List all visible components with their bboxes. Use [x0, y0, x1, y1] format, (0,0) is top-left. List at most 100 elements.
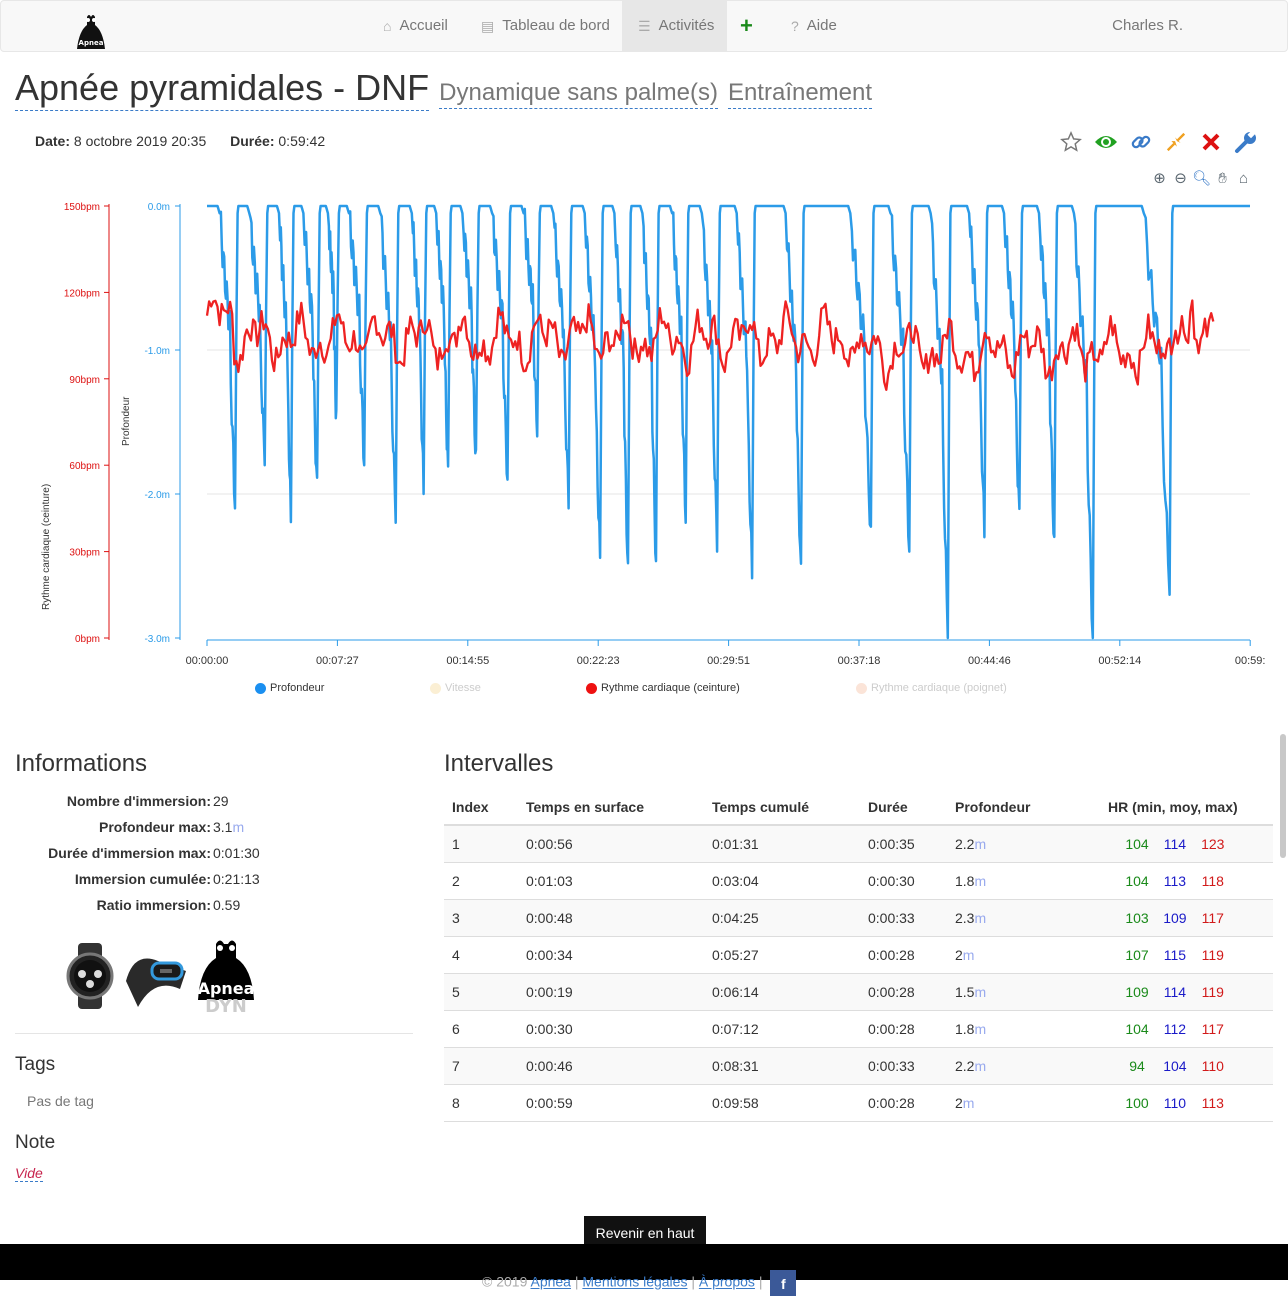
col-hr[interactable]: HR (min, moy, max) [1100, 789, 1273, 826]
col-index[interactable]: Index [444, 789, 518, 826]
interval-hr: 107 115 119 [1100, 935, 1273, 973]
col-duration[interactable]: Durée [860, 789, 947, 826]
scrollbar-thumb[interactable] [1280, 734, 1286, 858]
info-row-immersions: Nombre d'immersion: 29 [15, 789, 275, 815]
svg-text:Apnea: Apnea [198, 979, 255, 998]
col-surface[interactable]: Temps en surface [518, 789, 704, 826]
link-icon[interactable] [1129, 128, 1153, 156]
apnea-dyn-icon: Apnea DYN [198, 940, 255, 1014]
hr-tick-label: 30bpm [69, 548, 100, 559]
footer-link-legal[interactable]: Mentions légales [582, 1273, 688, 1290]
info-label: Profondeur max: [98, 819, 211, 835]
interval-cumul: 0:01:31 [704, 824, 860, 862]
interval-surface: 0:01:03 [518, 861, 704, 899]
reset-zoom-icon[interactable]: ⌂ [1238, 169, 1249, 187]
nav-activities-label: Activités [658, 17, 715, 34]
delete-icon[interactable] [1199, 128, 1223, 156]
interval-cumul: 0:08:31 [704, 1046, 860, 1084]
info-label: Durée d'immersion max: [48, 845, 211, 861]
star-icon[interactable] [1059, 128, 1083, 156]
note-title: Note [15, 1132, 56, 1153]
nav-add-activity[interactable]: + [740, 1, 753, 51]
activity-discipline[interactable]: Dynamique sans palme(s) [439, 78, 718, 109]
nav-dashboard[interactable]: ▤ Tableau de bord [481, 1, 610, 51]
apnea-logo[interactable]: Apnea [73, 13, 109, 51]
zoom-in-icon[interactable]: ⊕ [1153, 170, 1166, 187]
facebook-icon[interactable]: f [770, 1270, 797, 1296]
intervals-body: 1 0:00:56 0:01:31 0:00:35 2.2m 104 114 123 2 0:… [444, 824, 1273, 1122]
hr-min: 107 [1125, 946, 1149, 963]
legend-item-profondeur[interactable]: Profondeur [255, 682, 324, 694]
info-value: 0:01:30 [213, 845, 260, 861]
watch-icon [66, 943, 114, 1009]
hr-moy: 109 [1163, 909, 1187, 926]
hr-min: 103 [1125, 909, 1149, 926]
depth-ticks: 0.0m -1.0m -2.0m -3.0m [144, 202, 180, 645]
activity-title[interactable]: Apnée pyramidales - DNF [15, 66, 430, 111]
footer-link-about[interactable]: À propos [698, 1273, 755, 1290]
legend-item-vitesse[interactable]: Vitesse [430, 682, 481, 694]
depth-axis-label: Profondeur [121, 396, 132, 446]
intervals-header-row: Index Temps en surface Temps cumulé Duré… [444, 789, 1273, 826]
hr-moy: 110 [1163, 1094, 1187, 1111]
info-row-cumulative: Immersion cumulée: 0:21:13 [15, 867, 275, 893]
interval-depth: 2m [947, 935, 1100, 973]
info-row-ratio: Ratio immersion: 0.59 [15, 893, 275, 919]
informations-title: Informations [15, 750, 148, 777]
divider [15, 1033, 413, 1034]
zoom-select-icon[interactable]: 🔍︎ [1191, 170, 1212, 187]
depth-unit: m [974, 835, 987, 852]
note-value[interactable]: Vide [15, 1165, 43, 1182]
depth-unit: m [974, 1020, 987, 1037]
activity-category[interactable]: Entraînement [727, 78, 873, 109]
hr-min: 104 [1125, 872, 1149, 889]
legend-label: Profondeur [270, 682, 325, 694]
nav-help[interactable]: ? Aide [791, 1, 837, 51]
legend-dot [856, 682, 867, 694]
chart-zoom-tools: ⊕ ⊖ 🔍︎ ✋︎ ⌂ [1151, 168, 1252, 188]
interval-hr: 104 114 123 [1100, 824, 1273, 862]
depth-value: 2.2 [955, 835, 975, 852]
interval-surface: 0:00:30 [518, 1009, 704, 1047]
hr-max: 119 [1201, 946, 1224, 963]
hr-max: 117 [1201, 1020, 1224, 1037]
interval-index: 3 [444, 898, 518, 936]
interval-hr: 103 109 117 [1100, 898, 1273, 936]
pan-icon[interactable]: ✋︎ [1218, 169, 1227, 187]
depth-tick-label: -3.0m [144, 634, 170, 645]
help-icon: ? [791, 18, 799, 34]
nav-home[interactable]: ⌂ Accueil [383, 1, 448, 51]
footer-link-apnea[interactable]: Apnea [530, 1273, 571, 1290]
merge-icon[interactable] [1164, 128, 1188, 156]
interval-cumul: 0:03:04 [704, 861, 860, 899]
user-menu[interactable]: Charles R. [1112, 17, 1183, 34]
interval-depth: 1.5m [947, 972, 1100, 1010]
interval-cumul: 0:04:25 [704, 898, 860, 936]
x-tick-label: 00:07:27 [316, 655, 359, 667]
hr-max: 110 [1201, 1057, 1224, 1074]
interval-cumul: 0:07:12 [704, 1009, 860, 1047]
zoom-out-icon[interactable]: ⊖ [1174, 170, 1187, 187]
interval-cumul: 0:09:58 [704, 1083, 860, 1122]
x-tick-label: 00:37:18 [838, 655, 881, 667]
activity-chart[interactable]: Rythme cardiaque (ceinture) Profondeur 1… [0, 190, 1288, 680]
eye-icon[interactable] [1094, 128, 1118, 156]
footer-separator: | [758, 1273, 763, 1290]
hr-ticks: 150bpm 120bpm 90bpm 60bpm 30bpm 0bpm [64, 202, 109, 645]
hr-tick-label: 60bpm [69, 461, 100, 472]
nav-activities[interactable]: ☰ Activités [622, 1, 727, 51]
depth-value: 1.8 [955, 1020, 975, 1037]
col-cumul[interactable]: Temps cumulé [704, 789, 860, 826]
legend-item-rythme-poignet[interactable]: Rythme cardiaque (poignet) [856, 682, 1007, 694]
legend-item-rythme-ceinture[interactable]: Rythme cardiaque (ceinture) [586, 682, 740, 694]
series-line-rythme-ceinture [205, 299, 1215, 391]
col-depth[interactable]: Profondeur [947, 789, 1100, 826]
interval-surface: 0:00:46 [518, 1046, 704, 1084]
interval-row: 6 0:00:30 0:07:12 0:00:28 1.8m 104 112 117 [444, 1009, 1273, 1047]
depth-value: 1.5 [955, 983, 975, 1000]
wrench-icon[interactable] [1234, 128, 1258, 156]
legend-label: Rythme cardiaque (ceinture) [601, 682, 740, 694]
navbar: Apnea ⌂ Accueil ▤ Tableau de bord ☰ Acti… [0, 0, 1288, 52]
info-value: 3.1m [213, 815, 244, 841]
svg-text:DYN: DYN [205, 996, 247, 1014]
